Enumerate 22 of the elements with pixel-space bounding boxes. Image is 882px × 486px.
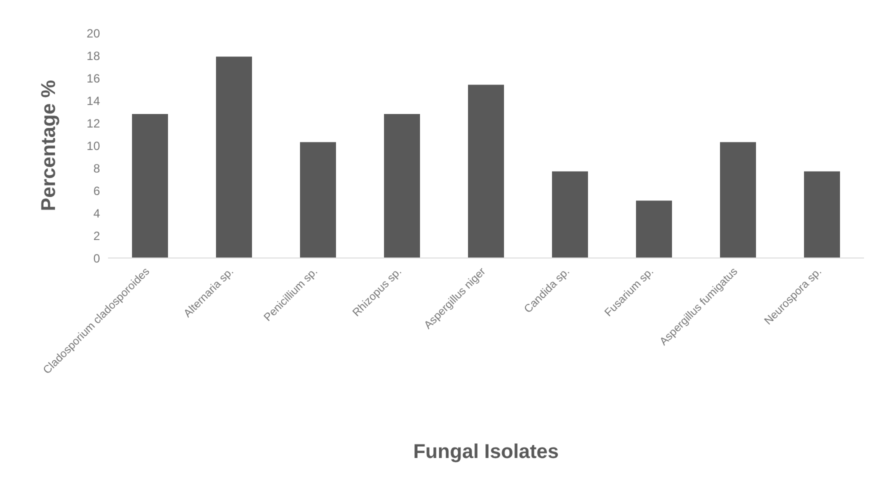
y-tick-label: 6 [93,184,100,198]
y-axis-title: Percentage % [38,80,60,212]
bar [552,171,588,258]
bar [132,114,168,258]
y-tick-label: 14 [86,94,100,108]
bar [300,142,336,258]
y-tick-label: 16 [86,71,100,86]
bar [636,200,672,258]
y-tick-label: 20 [86,26,100,40]
y-tick-label: 10 [86,138,100,153]
bar [384,114,420,258]
y-tick-label: 18 [86,48,100,63]
y-tick-label: 2 [93,228,100,243]
y-tick-label: 12 [86,116,100,130]
bar [720,142,756,258]
bar [804,171,840,258]
y-tick-label: 0 [93,251,100,266]
y-tick-label: 8 [93,161,100,176]
bar [468,84,504,258]
bar [216,56,252,258]
y-tick-label: 4 [93,206,100,220]
x-axis-title: Fungal Isolates [413,441,559,463]
